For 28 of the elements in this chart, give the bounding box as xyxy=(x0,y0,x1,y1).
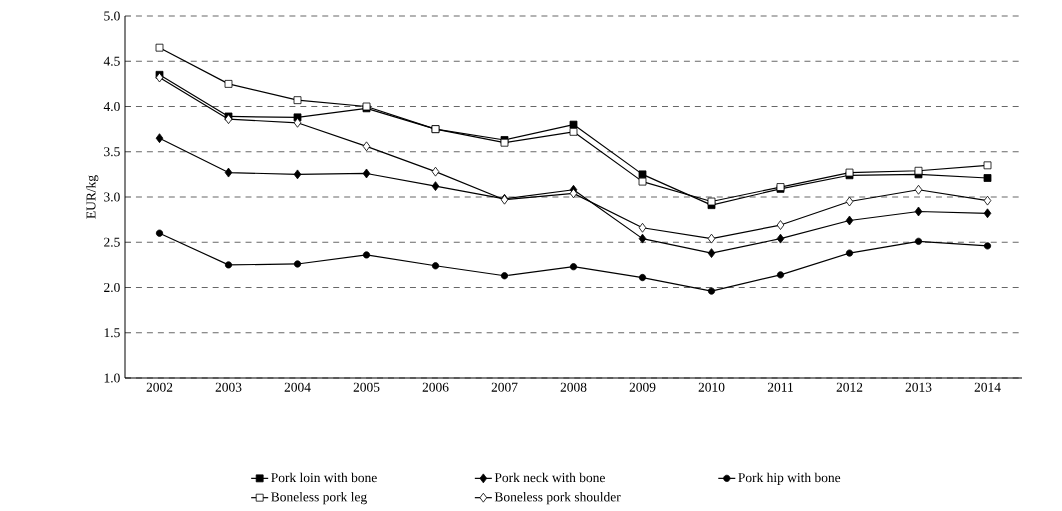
x-tick-label: 2014 xyxy=(974,382,1001,392)
x-tick-label: 2012 xyxy=(836,382,863,392)
x-tick-label: 2006 xyxy=(422,382,449,392)
x-tick-label: 2005 xyxy=(353,382,380,392)
y-tick-label: 3.5 xyxy=(104,147,120,157)
x-tick-label: 2013 xyxy=(905,382,932,392)
x-tick-label: 2007 xyxy=(491,382,518,392)
y-tick-label: 2.5 xyxy=(104,237,120,247)
legend-label: Boneless pork leg xyxy=(271,492,367,505)
x-tick-label: 2011 xyxy=(767,382,793,392)
x-tick-label: 2004 xyxy=(284,382,311,392)
x-tick-label: 2009 xyxy=(629,382,656,392)
y-tick-label: 4.5 xyxy=(103,56,120,66)
y-tick-label: 2.0 xyxy=(104,282,120,293)
legend-label: Pork hip with bone xyxy=(738,472,841,485)
legend-label: Pork neck with bone xyxy=(494,472,605,483)
legend-label: Pork loin with bone xyxy=(271,472,377,483)
legend-label: Boneless pork shoulder xyxy=(494,492,621,505)
y-tick-label: 3.0 xyxy=(104,192,120,202)
y-tick-label: 4.0 xyxy=(103,101,120,112)
y-tick-label: 1.5 xyxy=(104,328,120,338)
x-tick-label: 2008 xyxy=(560,382,587,392)
x-tick-label: 2010 xyxy=(698,382,725,392)
y-axis-title: EUR/kg xyxy=(86,175,99,219)
y-tick-label: 1.0 xyxy=(104,373,120,383)
y-tick-label: 5.0 xyxy=(104,11,120,21)
x-tick-label: 2003 xyxy=(215,382,242,392)
x-tick-label: 2002 xyxy=(146,382,173,392)
